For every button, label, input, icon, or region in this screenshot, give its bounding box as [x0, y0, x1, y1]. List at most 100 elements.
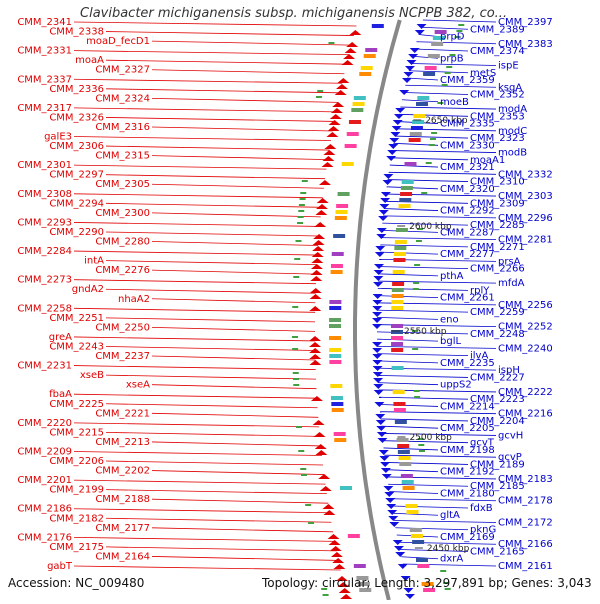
backbone-arc — [353, 19, 402, 601]
feature-mark — [334, 216, 347, 220]
leader-line — [105, 174, 326, 180]
right-gene-label: uppS2 — [440, 380, 472, 391]
left-gene-label: CMM_2220 — [17, 418, 72, 429]
feature-mark — [397, 444, 410, 448]
right-gene-label: gcvH — [498, 430, 523, 441]
feature-mark — [292, 372, 299, 374]
left-gene-label: CMM_2276 — [95, 265, 150, 276]
right-gene-label: CMM_2183 — [498, 474, 553, 485]
feature-mark — [410, 534, 423, 538]
feature-mark — [292, 348, 299, 350]
leader-line — [105, 517, 332, 523]
feature-mark — [444, 72, 451, 74]
feature-mark — [413, 114, 426, 118]
feature-mark — [353, 564, 366, 568]
feature-mark — [405, 504, 418, 508]
leader-line — [73, 193, 323, 199]
right-gene-label: CMM_2256 — [498, 300, 553, 311]
leader-line — [383, 215, 497, 219]
feature-mark — [328, 42, 335, 44]
feature-mark — [341, 162, 354, 166]
feature-mark — [409, 48, 420, 53]
feature-mark — [326, 132, 339, 137]
feature-mark — [365, 48, 378, 52]
leader-line — [105, 317, 316, 323]
feature-mark — [412, 540, 425, 544]
feature-mark — [391, 342, 404, 346]
feature-mark — [385, 498, 396, 503]
leader-line — [403, 92, 469, 95]
left-gene-label: CMM_2308 — [17, 189, 72, 200]
feature-mark — [403, 72, 414, 77]
feature-mark — [305, 504, 312, 506]
feature-mark — [418, 444, 425, 446]
left-gene-label: CMM_2202 — [95, 466, 150, 477]
feature-mark — [456, 30, 463, 32]
feature-mark — [383, 174, 394, 179]
feature-mark — [356, 576, 369, 580]
feature-mark — [372, 306, 383, 311]
feature-mark — [378, 216, 389, 221]
left-gene-label: CMM_2213 — [95, 437, 150, 448]
feature-mark — [294, 258, 301, 260]
feature-mark — [337, 192, 350, 196]
feature-mark — [328, 120, 341, 125]
leader-line — [151, 212, 321, 218]
feature-mark — [404, 162, 417, 166]
leader-line — [151, 69, 345, 75]
left-gene-label: CMM_2201 — [17, 475, 72, 486]
leader-line — [385, 462, 469, 465]
right-gene-label: prsA — [498, 256, 521, 267]
leader-line — [388, 483, 469, 487]
feature-mark — [431, 132, 438, 134]
feature-mark — [389, 138, 400, 143]
right-gene-label: pknG — [470, 525, 496, 536]
right-gene-label: CMM_2287 — [440, 227, 495, 238]
leader-line — [377, 360, 439, 364]
leader-line — [73, 479, 326, 485]
leader-line — [151, 470, 325, 475]
feature-mark — [373, 270, 384, 275]
leader-line — [105, 374, 317, 380]
right-gene-label: CMM_2335 — [440, 119, 495, 130]
leader-line — [377, 309, 469, 313]
leader-line — [73, 164, 327, 170]
feature-mark — [421, 192, 428, 194]
leader-line — [379, 404, 439, 407]
left-gene-label: CMM_2284 — [17, 246, 72, 257]
leader-line — [380, 237, 497, 240]
feature-tracks — [292, 24, 465, 599]
feature-mark — [297, 222, 304, 224]
feature-mark — [346, 42, 359, 47]
feature-mark — [412, 288, 419, 290]
left-gene-label: CMM_2199 — [49, 485, 104, 496]
leader-line — [73, 422, 320, 428]
feature-mark — [376, 228, 387, 233]
right-gene-label: CMM_2352 — [470, 90, 525, 101]
leader-line — [73, 536, 335, 542]
feature-mark — [329, 348, 342, 352]
leader-line — [379, 251, 439, 255]
feature-mark — [330, 270, 343, 274]
left-gene-label: CMM_2341 — [17, 17, 72, 28]
feature-mark — [351, 108, 364, 112]
leader-line — [151, 327, 316, 332]
feature-mark — [346, 132, 359, 136]
leader-line — [395, 527, 469, 531]
right-gene-label: CMM_2204 — [470, 416, 525, 427]
feature-mark — [373, 276, 384, 281]
feature-mark — [377, 438, 388, 443]
feature-mark — [293, 384, 300, 386]
feature-mark — [292, 378, 299, 380]
feature-mark — [327, 534, 340, 539]
feature-mark — [336, 204, 349, 208]
feature-mark — [392, 120, 403, 125]
feature-mark — [333, 564, 346, 569]
feature-mark — [309, 288, 322, 293]
left-gene-label: CMM_2337 — [17, 74, 72, 85]
feature-mark — [431, 42, 444, 46]
feature-mark — [309, 360, 322, 365]
leader-line — [386, 469, 439, 473]
leader-line — [73, 78, 343, 84]
feature-mark — [379, 456, 390, 461]
